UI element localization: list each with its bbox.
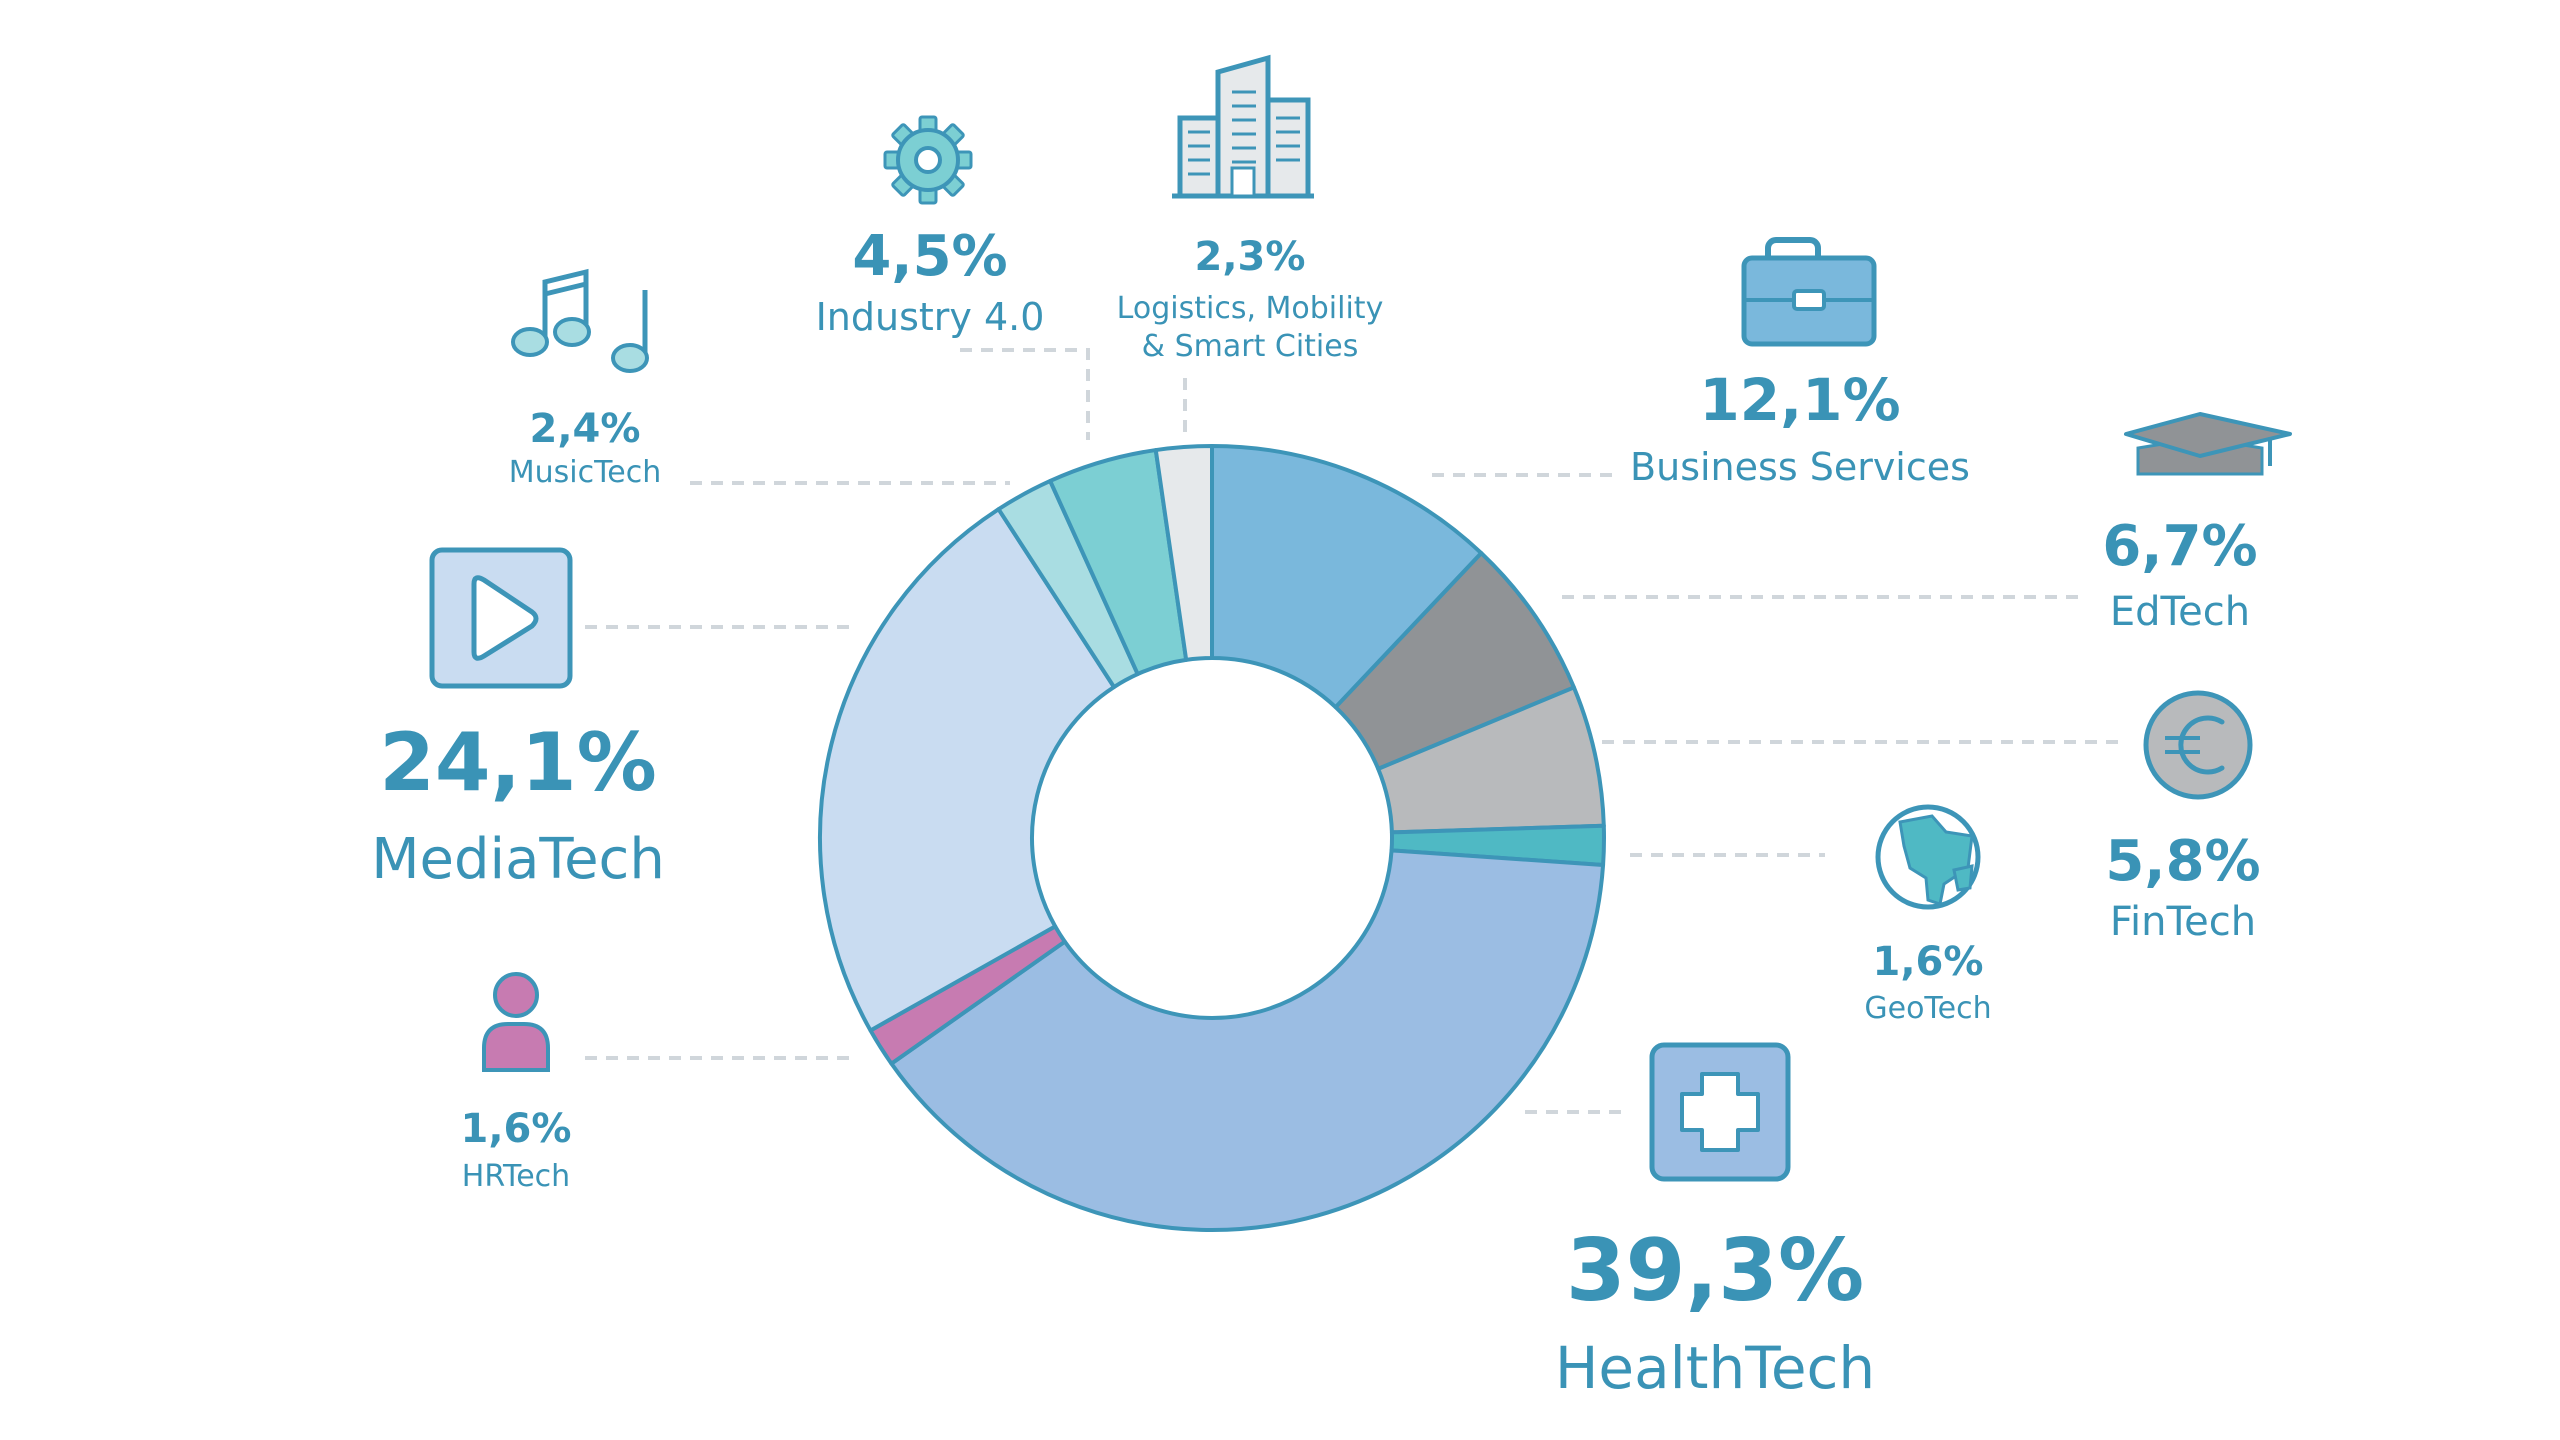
slice-labels: 12,1% Business Services 6,7% EdTech 5,8% FinT… — [371, 224, 2260, 1402]
category-label-fintech: FinTech — [2110, 899, 2256, 945]
leader-lines — [585, 348, 2125, 1114]
category-label-geotech: GeoTech — [1864, 991, 1991, 1026]
category-label-industry: Industry 4.0 — [816, 295, 1045, 339]
percent-label-industry: 4,5% — [852, 224, 1007, 289]
play-button-icon — [429, 547, 573, 689]
donut-slices — [818, 444, 1606, 1232]
leader-line-industry — [960, 348, 1090, 440]
percent-label-hrtech: 1,6% — [461, 1106, 572, 1152]
category-label-healthtech: HealthTech — [1555, 1334, 1875, 1402]
euro-coin-icon — [2143, 690, 2253, 800]
category-label-musictech: MusicTech — [509, 455, 662, 490]
globe-icon — [1875, 804, 1981, 910]
percent-label-musictech: 2,4% — [530, 406, 641, 452]
slice-mediatech — [818, 507, 1116, 1033]
slice-business — [1210, 444, 1484, 710]
percent-label-fintech: 5,8% — [2105, 829, 2260, 894]
category-label-business: Business Services — [1630, 445, 1970, 489]
slice-healthtech — [889, 848, 1606, 1232]
building-icon — [1172, 54, 1314, 199]
category-label-hrtech: HRTech — [462, 1159, 570, 1194]
category-label-logistics: Logistics, Mobility & Smart Cities — [1117, 291, 1384, 364]
category-label-mediatech: MediaTech — [371, 827, 665, 892]
gear-icon — [883, 115, 973, 205]
category-icons — [429, 54, 2292, 1182]
percent-label-edtech: 6,7% — [2102, 514, 2257, 579]
percent-label-healthtech: 39,3% — [1566, 1221, 1864, 1321]
percent-label-logistics: 2,3% — [1195, 234, 1306, 280]
person-icon — [482, 972, 550, 1072]
music-notes-icon — [511, 268, 649, 373]
percent-label-geotech: 1,6% — [1873, 939, 1984, 985]
percent-label-mediatech: 24,1% — [379, 716, 657, 809]
graduation-cap-icon — [2124, 412, 2292, 476]
category-label-edtech: EdTech — [2110, 589, 2250, 635]
briefcase-icon — [1741, 237, 1877, 347]
medical-cross-icon — [1649, 1042, 1791, 1182]
percent-label-business: 12,1% — [1699, 366, 1900, 434]
slice-logistics — [1153, 444, 1214, 662]
